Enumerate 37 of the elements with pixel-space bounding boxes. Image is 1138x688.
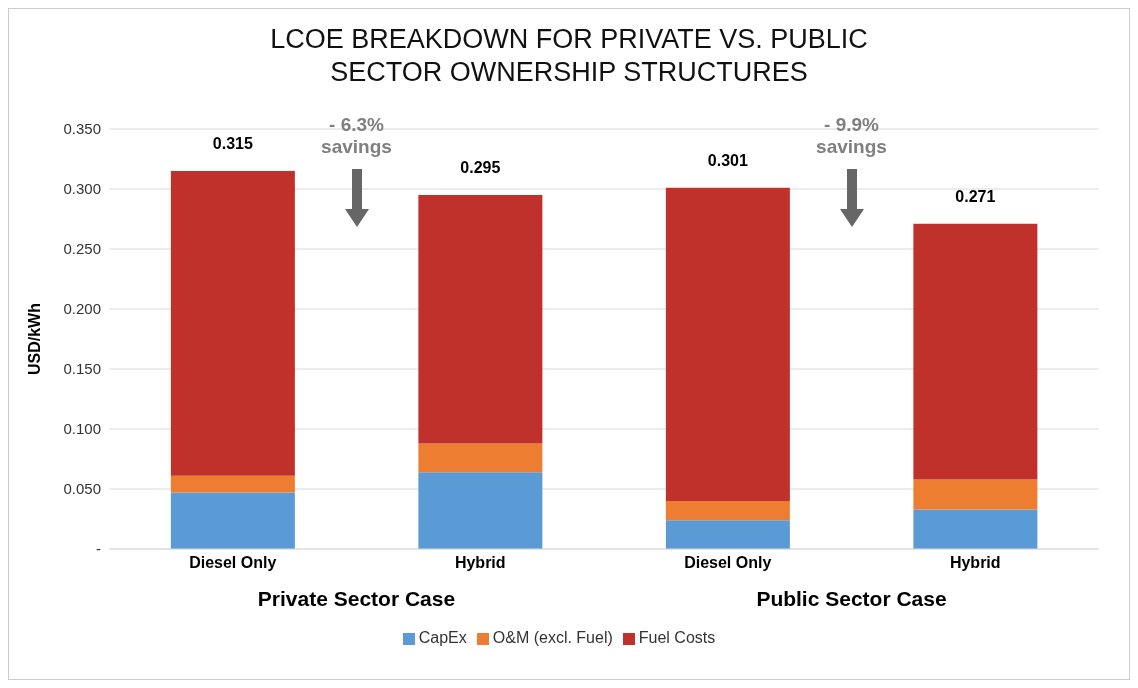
legend-label: Fuel Costs — [638, 629, 716, 646]
y-tick-label: 0.150 — [63, 360, 101, 378]
x-tick-label: Diesel Only — [684, 554, 772, 572]
bar — [170, 171, 295, 476]
bar — [418, 472, 543, 549]
text: Public Sector Case — [755, 587, 948, 611]
bar — [665, 501, 790, 521]
y-tick-label: 0.300 — [63, 180, 101, 198]
text: Private Sector Case — [256, 587, 457, 611]
bar — [665, 520, 790, 549]
annotation: - 9.9% savings — [815, 114, 888, 158]
x-tick-label: Hybrid — [949, 554, 1001, 572]
bar — [913, 509, 1038, 549]
legend-label: O&M (excl. Fuel) — [492, 629, 613, 646]
bar — [913, 223, 1038, 480]
total-label: 0.301 — [707, 151, 748, 169]
bar — [418, 195, 543, 444]
bar — [170, 492, 295, 549]
bar — [418, 443, 543, 473]
bar — [913, 479, 1038, 510]
y-tick-label: 0.250 — [63, 240, 101, 258]
bar — [170, 475, 295, 493]
total-label: 0.295 — [460, 159, 501, 176]
y-axis-title: USD/kWh — [25, 303, 43, 375]
chart-title: LCOE BREAKDOWN FOR PRIVATE VS. PUBLIC SECTOR OWNERSHIP STRUCTURES — [269, 23, 869, 89]
bar — [665, 187, 790, 501]
y-tick-label: 0.350 — [63, 120, 101, 138]
annotation: - 6.3% savings — [320, 114, 393, 158]
y-tick-label: - — [96, 540, 101, 558]
total-label: 0.315 — [212, 135, 253, 152]
x-tick-label: Hybrid — [454, 554, 506, 572]
legend-label: CapEx — [418, 629, 467, 646]
y-tick-label: 0.100 — [63, 420, 101, 438]
total-label: 0.271 — [955, 187, 996, 205]
x-tick-label: Diesel Only — [189, 554, 277, 572]
y-tick-label: 0.050 — [63, 480, 101, 498]
y-tick-label: 0.200 — [63, 300, 101, 318]
